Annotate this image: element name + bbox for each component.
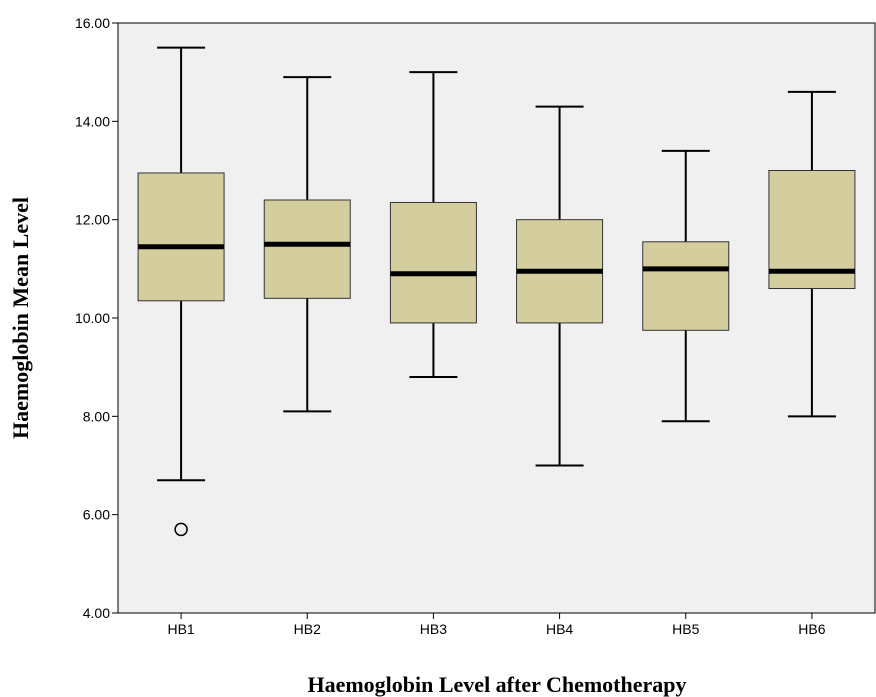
x-tick-label: HB1 [167, 621, 194, 637]
box-series [137, 46, 856, 537]
x-axis: HB1 HB2 HB3 HB4 HB5 HB6 [167, 613, 826, 637]
y-tick-label: 12.00 [75, 212, 110, 228]
y-axis-title: Haemoglobin Mean Level [8, 197, 33, 439]
box-hb5 [642, 149, 730, 423]
iqr-box [137, 172, 225, 302]
y-axis: 4.00 6.00 8.00 10.00 12.00 14.00 16.00 [75, 15, 118, 621]
box-hb1 [137, 46, 225, 537]
box-hb4 [516, 105, 604, 467]
y-tick-label: 14.00 [75, 113, 110, 129]
box-hb2 [263, 76, 351, 413]
y-tick-label: 4.00 [83, 605, 110, 621]
y-tick-label: 10.00 [75, 310, 110, 326]
y-tick-label: 8.00 [83, 408, 110, 424]
box-hb3 [389, 71, 477, 378]
y-tick-label: 6.00 [83, 507, 110, 523]
plot-area [117, 22, 876, 614]
y-tick-label: 16.00 [75, 15, 110, 31]
iqr-box [642, 241, 730, 331]
outlier-point [174, 522, 188, 537]
iqr-box [389, 201, 477, 324]
x-tick-label: HB4 [546, 621, 573, 637]
box-hb6 [768, 90, 856, 418]
x-axis-title: Haemoglobin Level after Chemotherapy [307, 672, 686, 697]
iqr-box [263, 199, 351, 299]
x-tick-label: HB3 [420, 621, 447, 637]
x-tick-label: HB5 [672, 621, 699, 637]
x-tick-label: HB2 [294, 621, 321, 637]
x-tick-label: HB6 [798, 621, 825, 637]
